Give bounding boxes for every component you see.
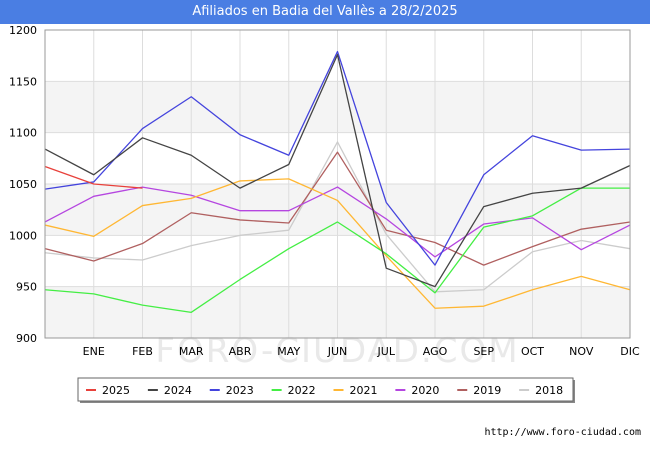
legend-box (77, 377, 574, 402)
x-tick-label: AGO (423, 345, 448, 358)
series-line-2023 (44, 50, 631, 266)
x-tick-label: ENE (83, 345, 105, 358)
y-tick-label: 1000 (9, 229, 37, 242)
y-tick-label: 1200 (9, 24, 37, 37)
y-tick-label: 1050 (9, 178, 37, 191)
series-line-2024 (44, 53, 631, 288)
x-tick-label: DIC (620, 345, 640, 358)
series-line-2018 (44, 141, 631, 293)
series-line-2021 (44, 178, 631, 309)
x-tick-label: SEP (473, 345, 494, 358)
series-line-2019 (44, 151, 631, 266)
series-line-2020 (44, 186, 631, 258)
y-tick-label: 950 (16, 281, 37, 294)
legend-label-2021: 2021 (350, 384, 378, 397)
title-bar (0, 0, 650, 24)
x-tick-label: MAY (277, 345, 300, 358)
plot-border (44, 29, 631, 339)
x-tick-label: NOV (569, 345, 594, 358)
y-tick-label: 900 (16, 332, 37, 345)
legend-label-2019: 2019 (473, 384, 501, 397)
legend-label-2018: 2018 (535, 384, 563, 397)
x-tick-label: JUL (377, 345, 396, 358)
legend-label-2023: 2023 (226, 384, 254, 397)
series-line-2022 (44, 187, 630, 313)
x-tick-label: MAR (179, 345, 204, 358)
x-tick-label: OCT (521, 345, 544, 358)
y-tick-label: 1100 (9, 127, 37, 140)
legend-label-2022: 2022 (288, 384, 316, 397)
y-tick-label: 1150 (9, 75, 37, 88)
x-tick-label: FEB (132, 345, 153, 358)
legend-label-2020: 2020 (411, 384, 439, 397)
legend-label-2024: 2024 (164, 384, 192, 397)
legend-label-2025: 2025 (102, 384, 130, 397)
x-tick-label: ABR (229, 345, 252, 358)
x-tick-label: JUN (327, 345, 348, 358)
chart-title: Afiliados en Badia del Vallès a 28/2/202… (192, 4, 458, 19)
source-credit: http://www.foro-ciudad.com (484, 427, 641, 438)
series-line-2025 (44, 165, 143, 189)
